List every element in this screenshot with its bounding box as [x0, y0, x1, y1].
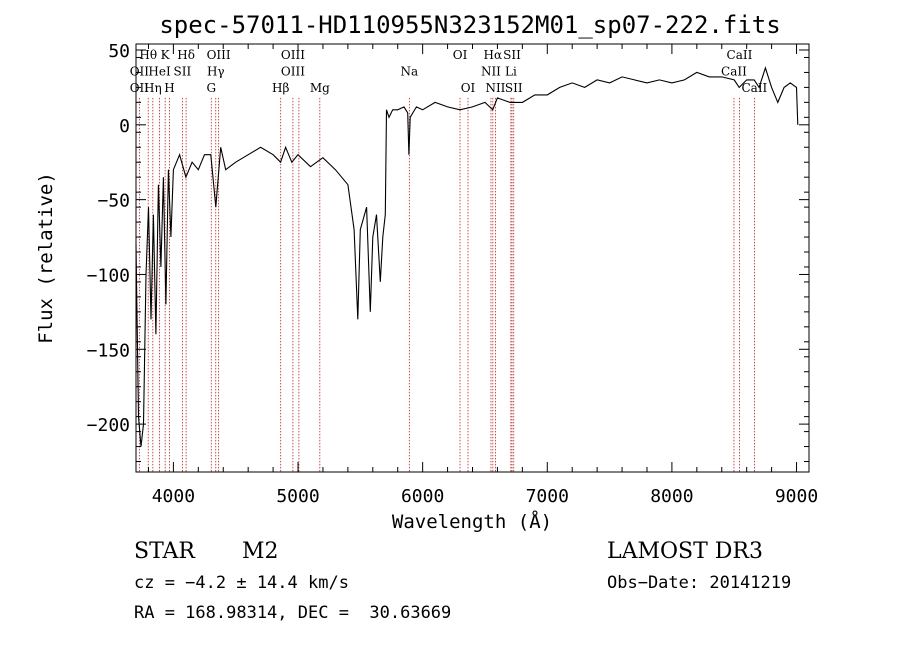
chart-title: spec-57011-HD110955N323152M01_sp07-222.f… — [159, 11, 780, 39]
line-label: SII — [174, 64, 192, 78]
line-label: Hα — [484, 48, 503, 62]
subclass: M2 — [242, 539, 279, 564]
x-tick-label: 4000 — [152, 486, 195, 507]
line-label: OIII — [281, 48, 305, 62]
line-label: Hθ — [139, 48, 157, 62]
y-axis-label: Flux (relative) — [35, 172, 57, 344]
line-label: Hγ — [207, 64, 225, 78]
spectrum-line — [135, 66, 799, 447]
x-axis-label: Wavelength (Å) — [392, 510, 552, 533]
y-tick-label: −200 — [87, 415, 130, 436]
line-label: OIII — [207, 48, 231, 62]
object-type: STAR — [134, 539, 195, 564]
line-label: Hβ — [272, 81, 289, 95]
line-label: SII — [503, 48, 521, 62]
y-tick-label: −150 — [87, 340, 130, 361]
x-axis: 4000 5000 6000 7000 8000 9000 — [147, 44, 818, 507]
x-tick-label: 7000 — [526, 486, 569, 507]
y-tick-label: 50 — [108, 41, 130, 62]
line-label: HeI — [148, 64, 171, 78]
line-label: CaII — [727, 48, 753, 62]
x-tick-label: 9000 — [775, 486, 818, 507]
line-label: Mg — [310, 81, 330, 95]
line-label: OI — [461, 81, 476, 95]
y-tick-label: 0 — [119, 116, 130, 137]
line-label: NII — [485, 81, 505, 95]
line-label: Hη — [144, 81, 162, 95]
line-label: Li — [505, 64, 517, 78]
reference-lines — [138, 97, 755, 472]
x-tick-label: 6000 — [401, 486, 444, 507]
y-tick-label: −100 — [87, 265, 130, 286]
line-label: G — [206, 81, 216, 95]
line-label: SII — [505, 81, 523, 95]
line-label: H — [164, 81, 174, 95]
line-label: OI — [453, 48, 468, 62]
y-tick-label: −50 — [97, 191, 130, 212]
line-label: Na — [400, 64, 418, 78]
line-label: OIII — [281, 64, 305, 78]
redshift-velocity: cz = −4.2 ± 14.4 km/s — [134, 573, 349, 593]
plot-frame — [135, 43, 810, 473]
line-label: CaII — [721, 64, 747, 78]
y-axis: 50 0 −50 −100 −150 −200 — [87, 41, 809, 463]
line-label: K — [161, 48, 171, 62]
coordinates: RA = 168.98314, DEC = 30.63669 — [134, 603, 452, 623]
line-label: NII — [481, 64, 501, 78]
observation-date: Obs−Date: 20141219 — [607, 573, 792, 593]
x-tick-label: 5000 — [276, 486, 319, 507]
line-label: Hδ — [177, 48, 195, 62]
line-label: OII — [130, 64, 150, 78]
line-label: CaII — [741, 81, 767, 95]
survey-name: LAMOST DR3 — [607, 539, 763, 564]
x-tick-label: 8000 — [650, 486, 693, 507]
